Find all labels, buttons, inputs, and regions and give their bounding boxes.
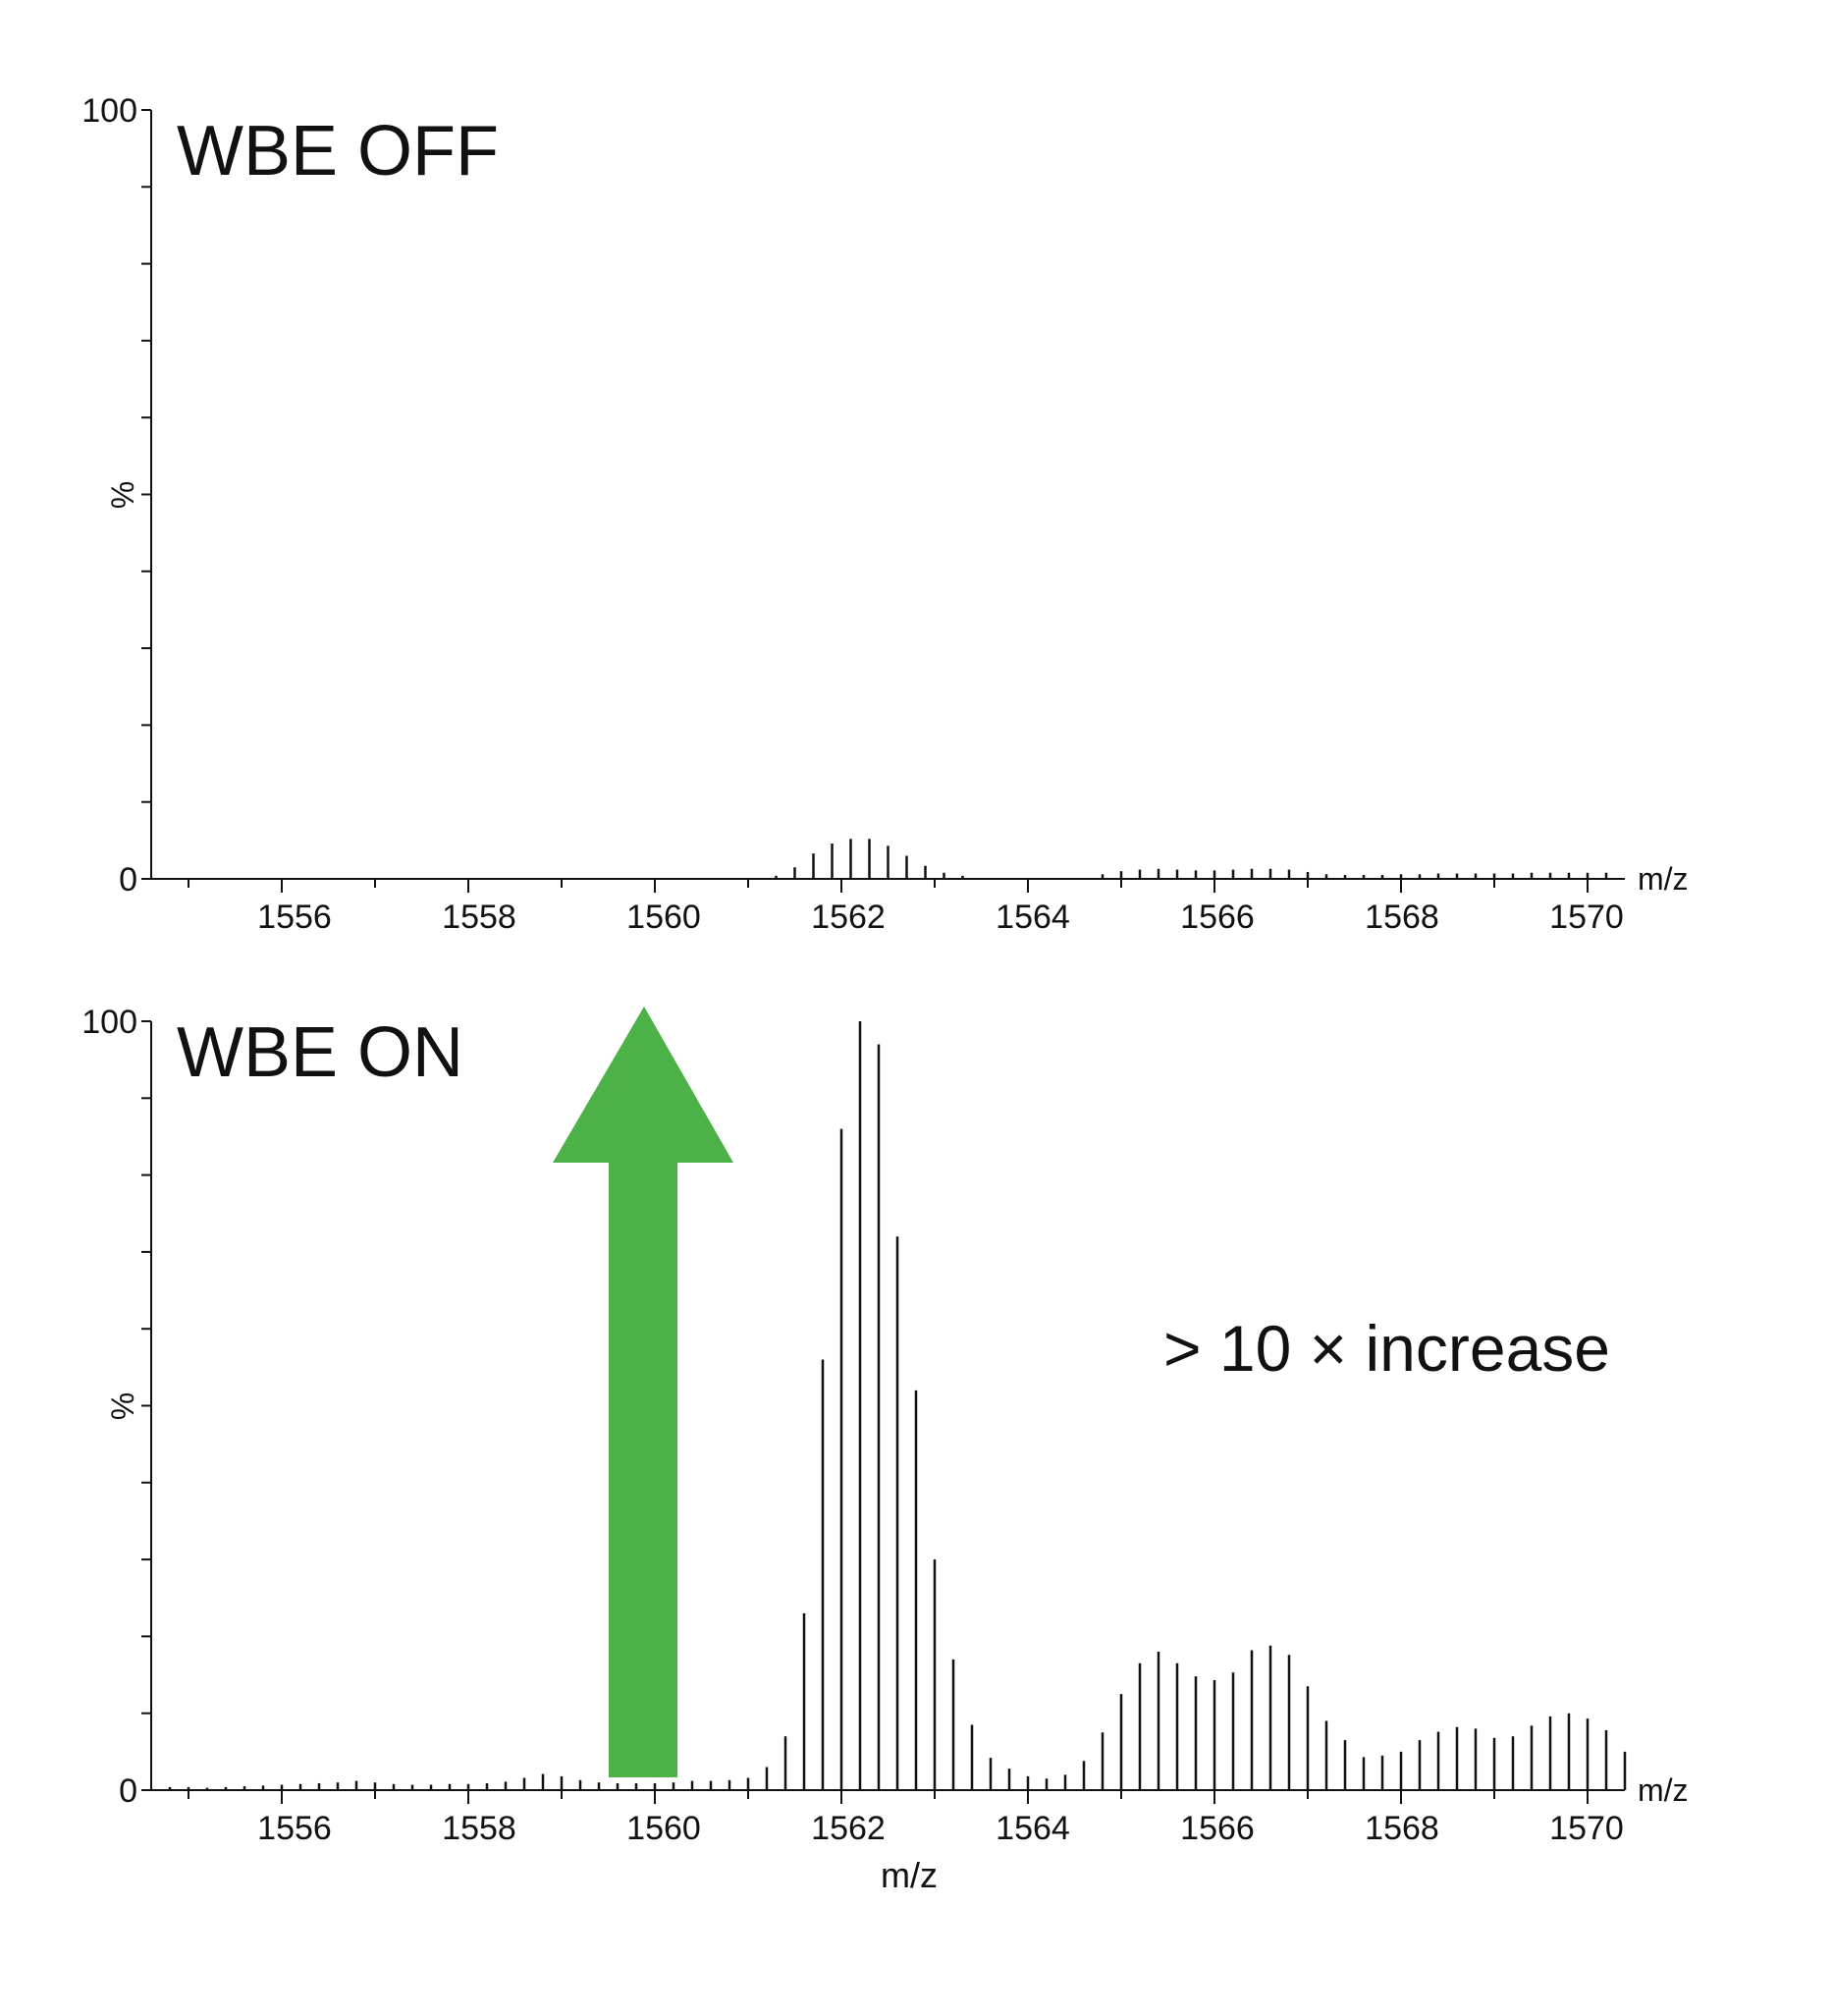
y-axis-label: % — [105, 1392, 140, 1420]
x-tick-label: 1556 — [257, 899, 332, 936]
x-axis-unit-label: m/z — [1638, 861, 1689, 897]
y-minor-ticks — [141, 1020, 151, 1791]
spectrum-panel-wbe-on: 100 0 % 1556 1558 1560 1562 1564 1566 15… — [81, 1004, 1688, 1895]
y-axis-label: % — [105, 481, 140, 509]
y-minor-ticks — [141, 109, 151, 880]
x-tick-label: 1570 — [1549, 899, 1624, 936]
x-axis-label: m/z — [881, 1855, 938, 1895]
y-tick-label-max: 100 — [81, 92, 137, 130]
y-tick-label-min: 0 — [119, 1772, 137, 1810]
x-tick-label: 1558 — [442, 899, 516, 936]
x-tick-label: 1562 — [811, 899, 886, 936]
x-tick-label: 1560 — [626, 1810, 701, 1847]
x-tick-label: 1566 — [1180, 1810, 1255, 1847]
x-ticks — [188, 879, 1589, 893]
y-tick-label-min: 0 — [119, 861, 137, 899]
x-tick-label: 1570 — [1549, 1810, 1624, 1847]
increase-arrow-icon — [553, 1007, 733, 1777]
x-tick-label: 1556 — [257, 1810, 332, 1847]
increase-annotation: > 10 × increase — [1163, 1312, 1610, 1385]
x-tick-label: 1560 — [626, 899, 701, 936]
panel-title: WBE OFF — [177, 112, 499, 191]
x-tick-label: 1568 — [1365, 899, 1439, 936]
peak-series — [168, 1021, 1627, 1790]
x-axis-unit-label: m/z — [1638, 1772, 1689, 1808]
panel-title: WBE ON — [177, 1013, 463, 1092]
peak-series — [775, 839, 1608, 879]
x-tick-label: 1566 — [1180, 899, 1255, 936]
x-tick-label: 1568 — [1365, 1810, 1439, 1847]
x-tick-label: 1558 — [442, 1810, 516, 1847]
x-ticks — [188, 1790, 1589, 1804]
y-tick-label-max: 100 — [81, 1004, 137, 1041]
x-tick-label: 1564 — [996, 1810, 1070, 1847]
spectrum-panel-wbe-off: 100 0 % 1556 1558 1560 1562 1564 1566 15… — [81, 92, 1688, 936]
x-tick-label: 1562 — [811, 1810, 886, 1847]
x-tick-label: 1564 — [996, 899, 1070, 936]
